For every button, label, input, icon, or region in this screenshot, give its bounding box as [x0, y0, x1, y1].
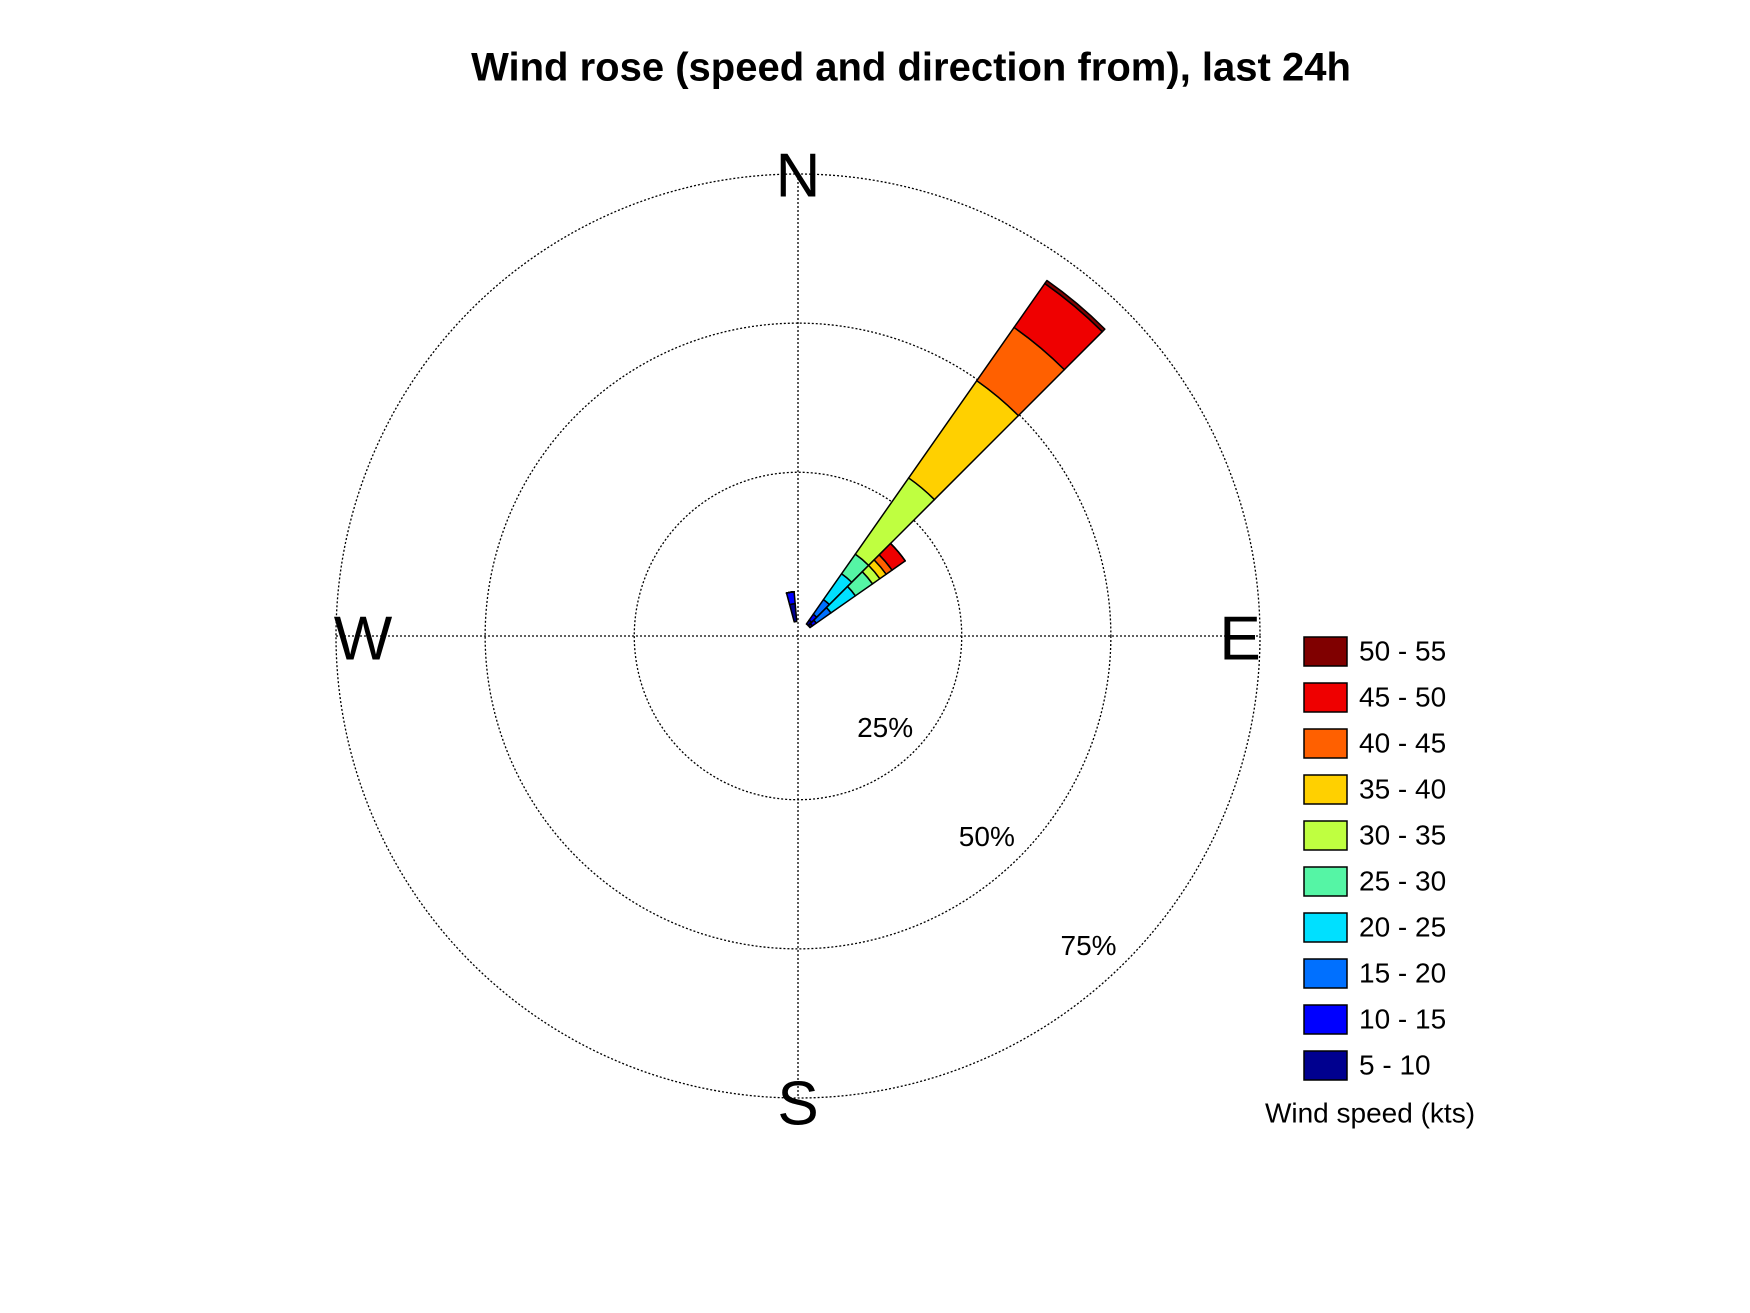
cardinal-label: S	[777, 1069, 818, 1138]
legend-swatch	[1303, 820, 1348, 851]
cardinal-label: W	[334, 604, 393, 673]
legend-swatch	[1303, 1050, 1348, 1081]
legend-label: 50 - 55	[1359, 635, 1446, 666]
legend-swatch	[1303, 636, 1348, 667]
cardinal-label: N	[776, 141, 821, 210]
grid-ring	[633, 471, 963, 801]
legend-label: 15 - 20	[1359, 957, 1446, 988]
legend-label: 20 - 25	[1359, 911, 1446, 942]
legend-label: 40 - 45	[1359, 727, 1446, 758]
legend-swatch	[1303, 774, 1348, 805]
legend-swatch	[1303, 728, 1348, 759]
wind-segment	[889, 542, 906, 562]
legend-swatch	[1303, 912, 1348, 943]
legend-label: 35 - 40	[1359, 773, 1446, 804]
legend-label: 10 - 15	[1359, 1003, 1446, 1034]
legend-label: 5 - 10	[1359, 1049, 1431, 1080]
wind-segment	[1044, 279, 1106, 333]
legend-swatch	[1303, 682, 1348, 713]
legend-title: Wind speed (kts)	[1265, 1097, 1475, 1128]
legend-swatch	[1303, 958, 1348, 989]
legend-label: 25 - 30	[1359, 865, 1446, 896]
cardinal-label: E	[1219, 604, 1260, 673]
r-tick-label: 50%	[959, 821, 1015, 852]
legend-swatch	[1303, 866, 1348, 897]
wind-segment	[785, 590, 795, 594]
legend-label: 45 - 50	[1359, 681, 1446, 712]
r-tick-label: 25%	[857, 712, 913, 743]
r-tick-label: 75%	[1061, 930, 1117, 961]
legend-label: 30 - 35	[1359, 819, 1446, 850]
grid-ring	[335, 173, 1261, 1099]
grid-ring	[484, 322, 1112, 950]
chart-title: Wind rose (speed and direction from), la…	[471, 46, 1351, 90]
legend-swatch	[1303, 1004, 1348, 1035]
